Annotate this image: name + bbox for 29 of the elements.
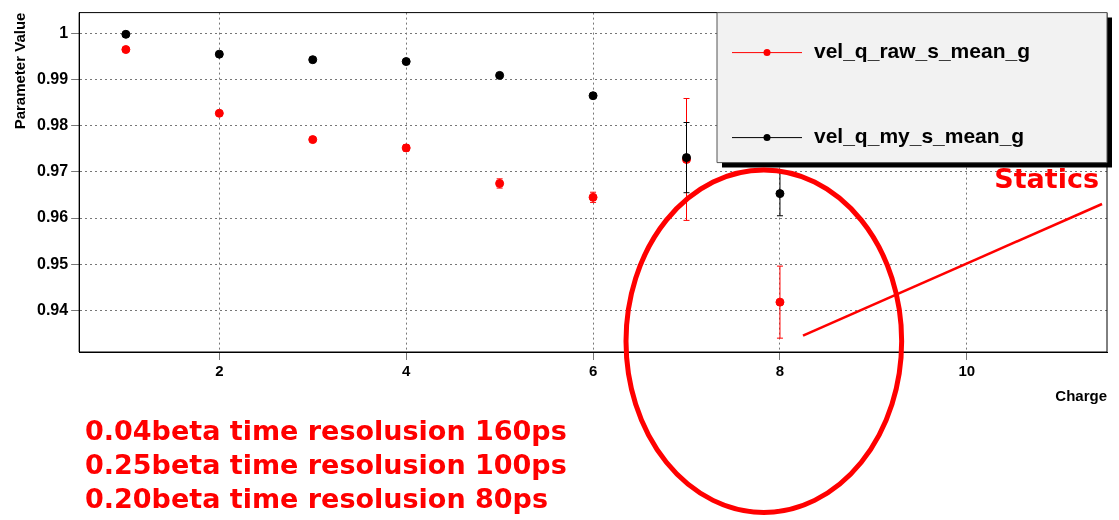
x-axis-title: Charge (1055, 387, 1107, 405)
y-tick-label: 0.94 (37, 300, 69, 318)
text: 0.04beta time resolusion 160ps (85, 415, 567, 446)
legend-label: vel_q_raw_s_mean_g (814, 39, 1030, 63)
annotation: Statics (994, 163, 1099, 195)
x-tick-label: 6 (588, 362, 598, 380)
point (308, 135, 318, 145)
y-tick-label: 0.98 (37, 116, 69, 134)
y-tick-label: 0.97 (37, 162, 69, 180)
x-tick-label: 8 (775, 362, 785, 380)
y-tick-label: 0.95 (37, 254, 69, 272)
x-tick-label: 2 (215, 362, 224, 380)
point (495, 70, 505, 80)
point (121, 45, 131, 55)
text: 0.20beta time resolusion 80ps (85, 483, 548, 514)
x-tick-label: 10 (958, 362, 976, 380)
point (214, 108, 224, 118)
y-tick-label: 0.96 (37, 208, 69, 226)
point (588, 91, 598, 101)
point (401, 57, 411, 67)
y-tick-label: 0.99 (37, 69, 69, 87)
y-axis-title: Parameter Value (11, 12, 29, 130)
point (214, 49, 224, 59)
y-tick-label: 1 (59, 23, 69, 41)
point (121, 29, 131, 39)
point (308, 55, 318, 65)
x-tick-label: 4 (402, 362, 412, 380)
text: 0.25beta time resolusion 100ps (85, 449, 567, 480)
legend-label: vel_q_my_s_mean_g (814, 124, 1025, 148)
